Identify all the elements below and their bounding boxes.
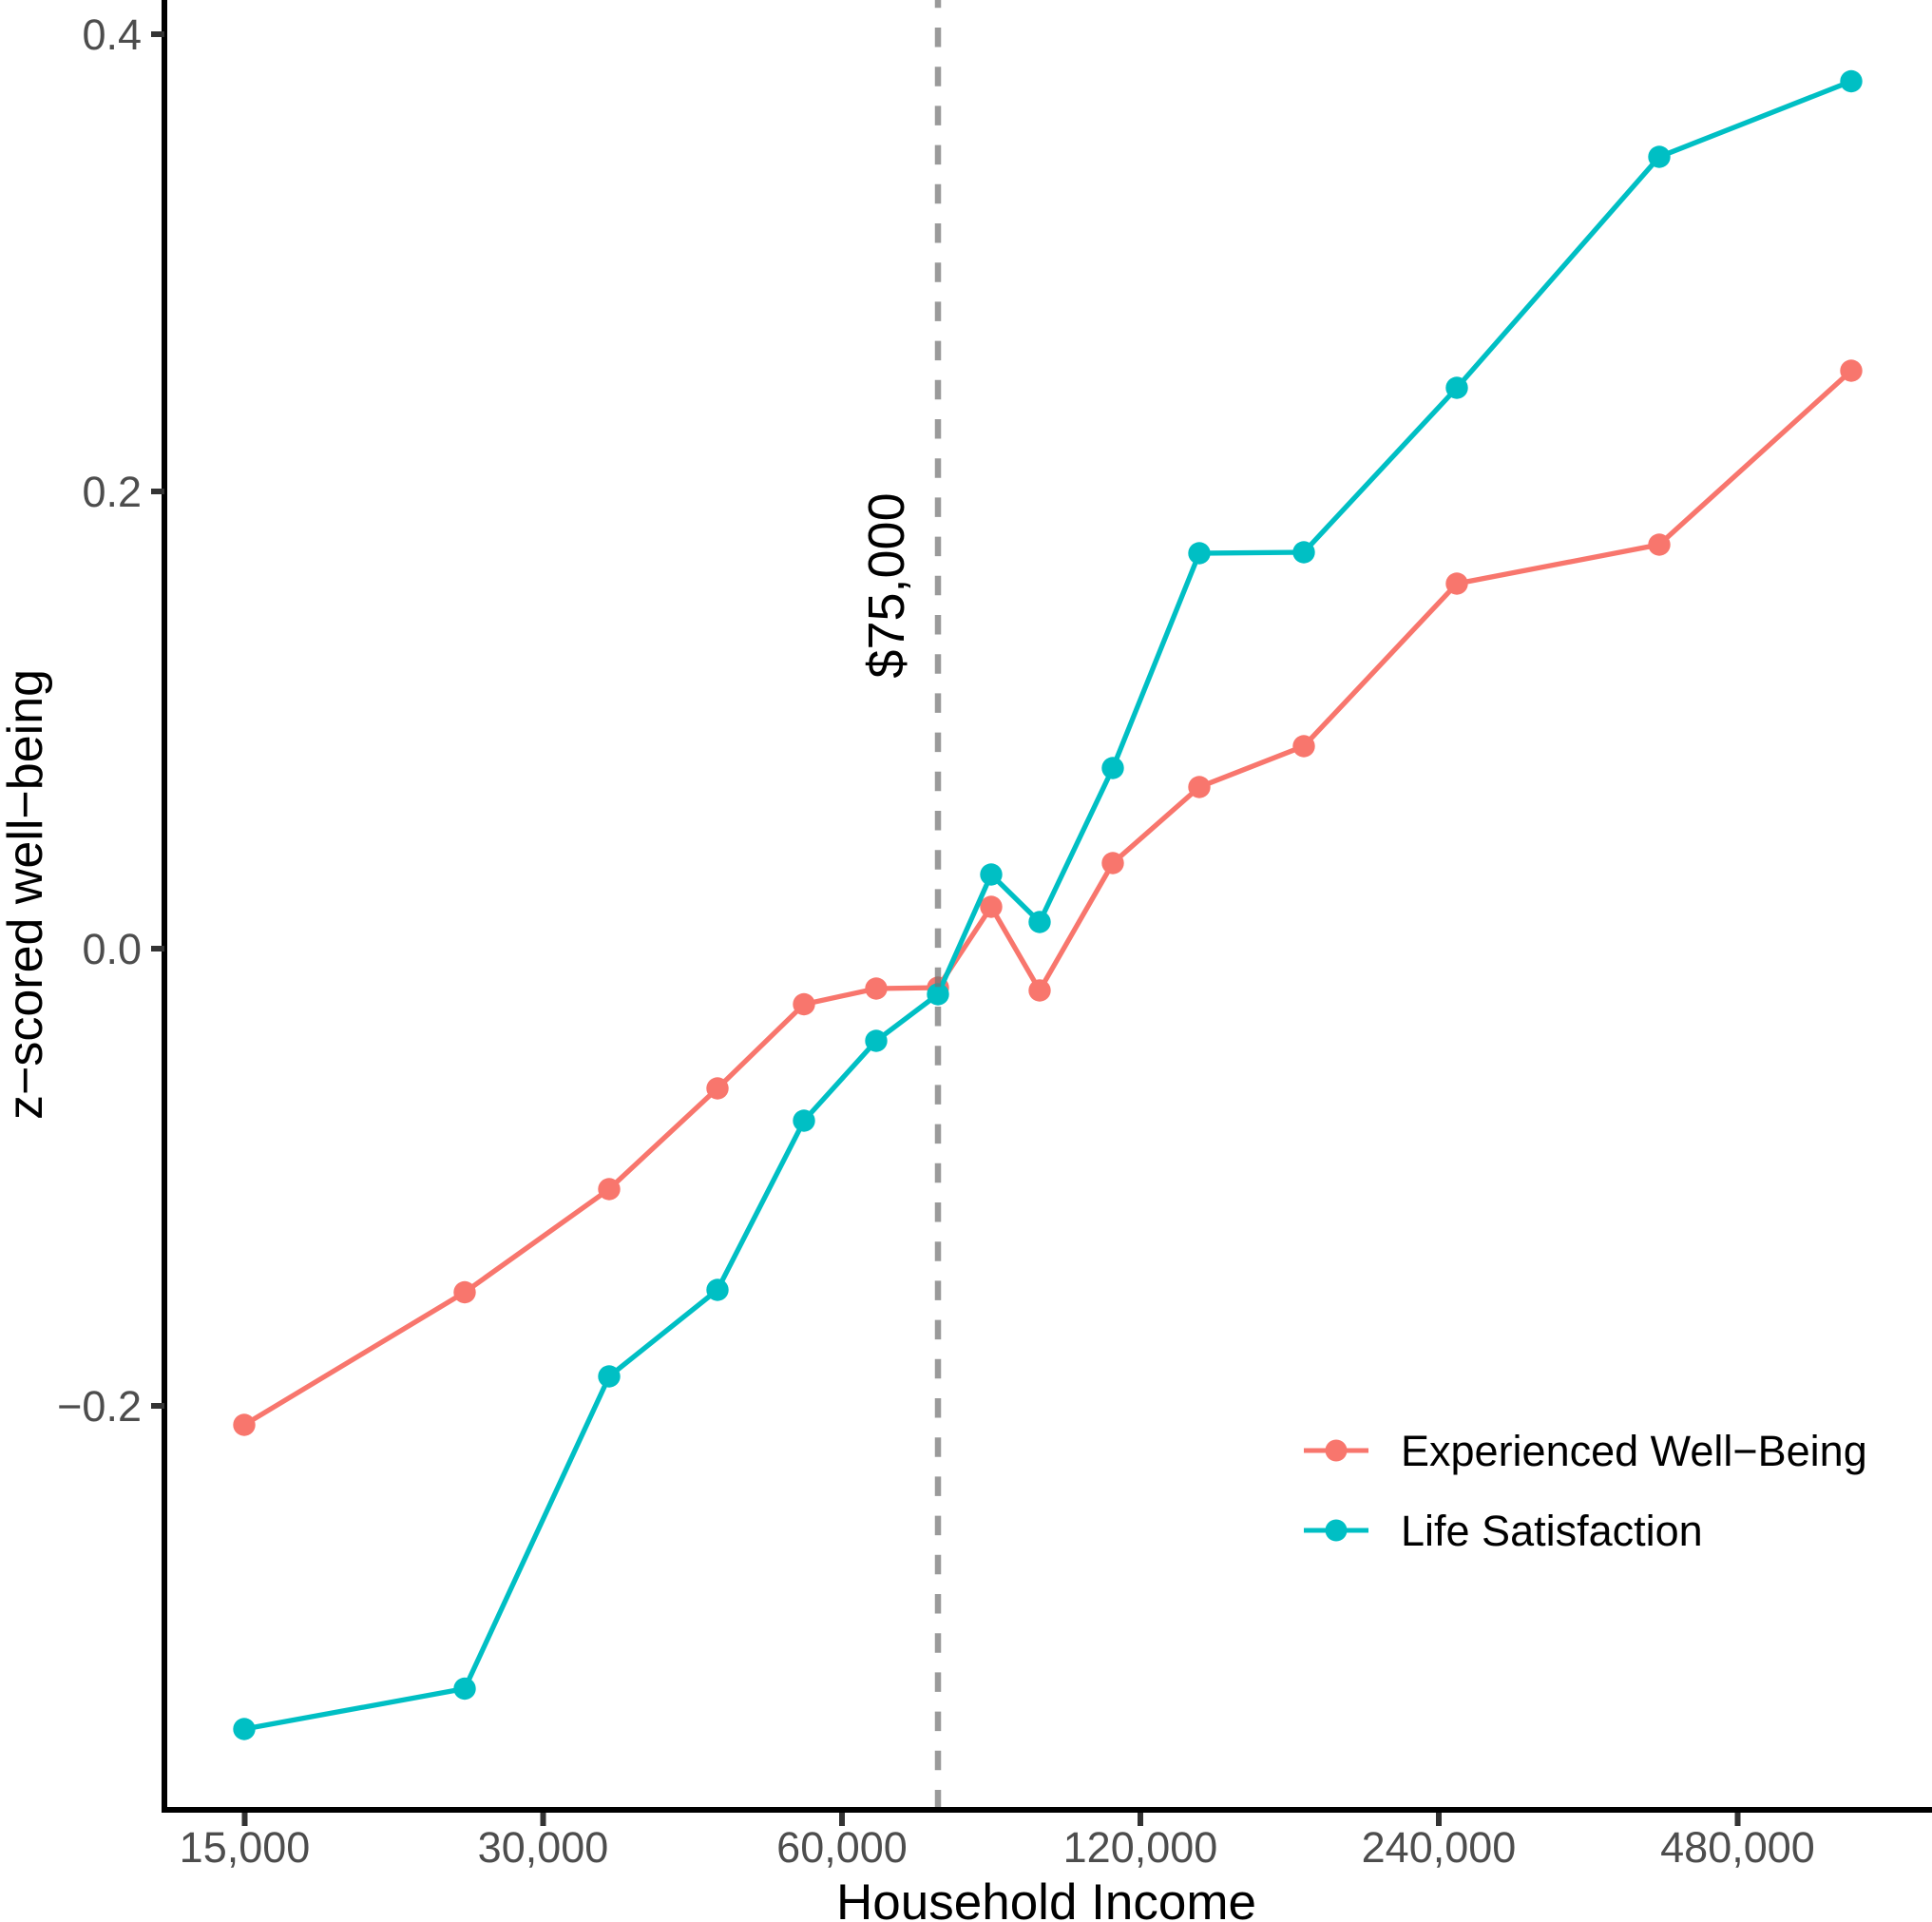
svg-text:0.2: 0.2: [82, 468, 142, 516]
svg-text:0.0: 0.0: [82, 925, 142, 973]
svg-text:Household Income: Household Income: [836, 1874, 1256, 1922]
svg-text:30,000: 30,000: [478, 1823, 609, 1872]
svg-text:60,000: 60,000: [776, 1823, 908, 1872]
svg-text:Experienced Well−Being: Experienced Well−Being: [1401, 1427, 1867, 1475]
svg-text:Life Satisfaction: Life Satisfaction: [1401, 1507, 1703, 1555]
svg-text:480,000: 480,000: [1660, 1823, 1815, 1872]
svg-text:240,000: 240,000: [1362, 1823, 1517, 1872]
svg-text:0.4: 0.4: [82, 10, 142, 59]
svg-text:z−scored well−being: z−scored well−being: [0, 669, 53, 1120]
svg-text:$75,000: $75,000: [858, 492, 915, 678]
svg-text:120,000: 120,000: [1063, 1823, 1218, 1872]
svg-text:15,000: 15,000: [180, 1823, 311, 1872]
svg-text:−0.2: −0.2: [57, 1382, 142, 1431]
